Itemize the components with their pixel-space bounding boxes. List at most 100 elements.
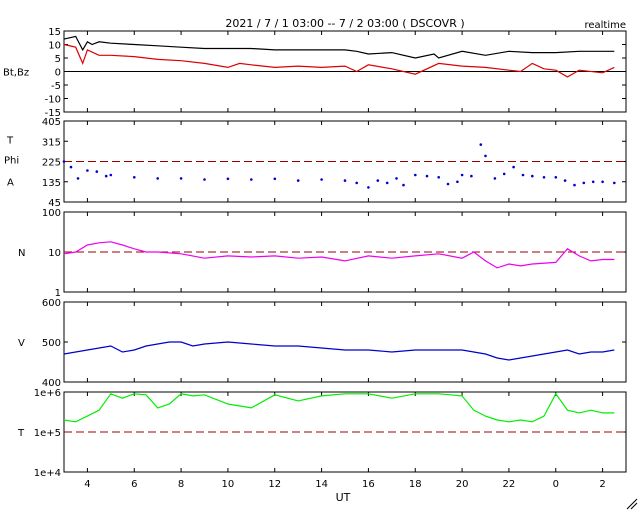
data-point (542, 176, 546, 179)
data-point (531, 174, 534, 178)
data-point (479, 143, 483, 146)
x-tick-label: 22 (503, 479, 516, 490)
data-point (62, 160, 66, 163)
data-point (591, 180, 595, 184)
data-point (446, 182, 450, 186)
y-tick-label: 315 (42, 137, 61, 148)
data-point (493, 177, 497, 180)
panel-frame (63, 301, 627, 383)
y-tick-label: 100 (42, 208, 61, 219)
data-point (76, 177, 80, 180)
data-point (563, 179, 567, 182)
panels: 15 10 5 0 -5 -10 -15 Bt,Bz 405 315 225 135 45 T Phi A 10… (3, 27, 627, 479)
y-tick-label: 1e+5 (34, 428, 61, 439)
chart-title: 2021 / 7 / 1 03:00 -- 7 / 2 03:00 ( DSCO… (225, 17, 464, 30)
data-point (460, 173, 464, 177)
y-tick-label: 10 (48, 248, 61, 259)
y-axis-label: Bt,Bz (3, 68, 29, 79)
data-point (456, 180, 459, 184)
data-point (95, 170, 99, 173)
y-axis-label: N (18, 248, 25, 259)
data-point (512, 165, 515, 169)
x-tick-label: 20 (456, 479, 469, 490)
x-tick-label: 2 (599, 479, 605, 490)
data-point (355, 181, 359, 185)
realtime-label: realtime (584, 20, 626, 31)
data-point (156, 177, 159, 180)
y-tick-label: 400 (42, 378, 61, 389)
series-temperature-line (63, 392, 615, 423)
y-tick-label: 1 (55, 288, 61, 299)
y-tick-label: 15 (48, 27, 61, 38)
series-density-line (63, 241, 615, 269)
data-point (385, 181, 389, 185)
series-bt-line (63, 35, 615, 59)
x-tick-label: 12 (268, 479, 281, 490)
x-tick-label: 4 (84, 479, 90, 490)
data-point (250, 178, 253, 181)
y-axis-label: T (6, 136, 14, 147)
data-point (601, 180, 604, 184)
panel-phi-angle: 405 315 225 135 45 T Phi A (4, 117, 627, 209)
panel-magnetic-field: 15 10 5 0 -5 -10 -15 Bt,Bz (3, 27, 627, 119)
data-point (109, 173, 113, 177)
data-point (226, 177, 230, 181)
data-point (367, 186, 370, 189)
x-axis-ticks: 4 6 8 10 12 14 16 18 20 22 0 2 (84, 479, 606, 490)
x-tick-label: 18 (409, 479, 422, 490)
y-tick-label: 1e+6 (34, 388, 61, 399)
y-tick-label: 45 (48, 198, 61, 209)
data-point (502, 172, 506, 176)
data-point (376, 179, 380, 182)
data-point (69, 165, 73, 169)
y-tick-label: 10 (48, 41, 61, 52)
data-point (402, 183, 405, 187)
y-tick-label: 5 (55, 54, 61, 65)
data-point (582, 181, 586, 185)
y-axis-label: T (17, 428, 25, 439)
data-point (203, 178, 206, 181)
data-point (414, 173, 417, 177)
data-point (613, 181, 616, 185)
data-point (320, 178, 323, 181)
data-point (554, 176, 558, 179)
data-point (573, 183, 576, 187)
data-point (296, 179, 300, 182)
data-point (343, 179, 347, 182)
series-bz-line (63, 43, 615, 78)
y-tick-label: -15 (45, 108, 61, 119)
x-tick-label: 14 (315, 479, 328, 490)
data-point (395, 177, 398, 180)
y-axis-label: A (7, 178, 14, 189)
data-point (179, 177, 183, 180)
data-point (273, 177, 277, 181)
panel-density: 100 10 1 N (18, 208, 627, 299)
y-tick-label: -10 (45, 95, 61, 106)
x-tick-label: 8 (178, 479, 184, 490)
data-point (425, 174, 429, 178)
corner-resize-icon (626, 498, 638, 510)
y-tick-label: 500 (42, 338, 61, 349)
data-point (104, 174, 108, 178)
data-point (470, 174, 473, 178)
x-tick-label: 16 (362, 479, 375, 490)
y-axis-label: V (18, 338, 25, 349)
data-point (86, 169, 89, 172)
y-tick-label: 225 (42, 158, 61, 169)
y-tick-label: 135 (42, 178, 61, 189)
panel-speed: 600 500 400 V (18, 298, 627, 389)
y-axis-label: Phi (4, 156, 19, 167)
data-point (484, 154, 487, 158)
data-point (133, 176, 136, 179)
y-tick-label: 600 (42, 298, 61, 309)
y-tick-label: 0 (55, 68, 61, 79)
x-tick-label: 6 (131, 479, 137, 490)
x-axis-label: UT (336, 491, 351, 504)
panel-temperature: 1e+6 1e+5 1e+4 T (17, 388, 627, 479)
y-tick-label: 1e+4 (34, 468, 61, 479)
data-point (521, 173, 525, 177)
y-tick-label: 405 (42, 117, 61, 128)
series-speed-line (63, 341, 615, 361)
